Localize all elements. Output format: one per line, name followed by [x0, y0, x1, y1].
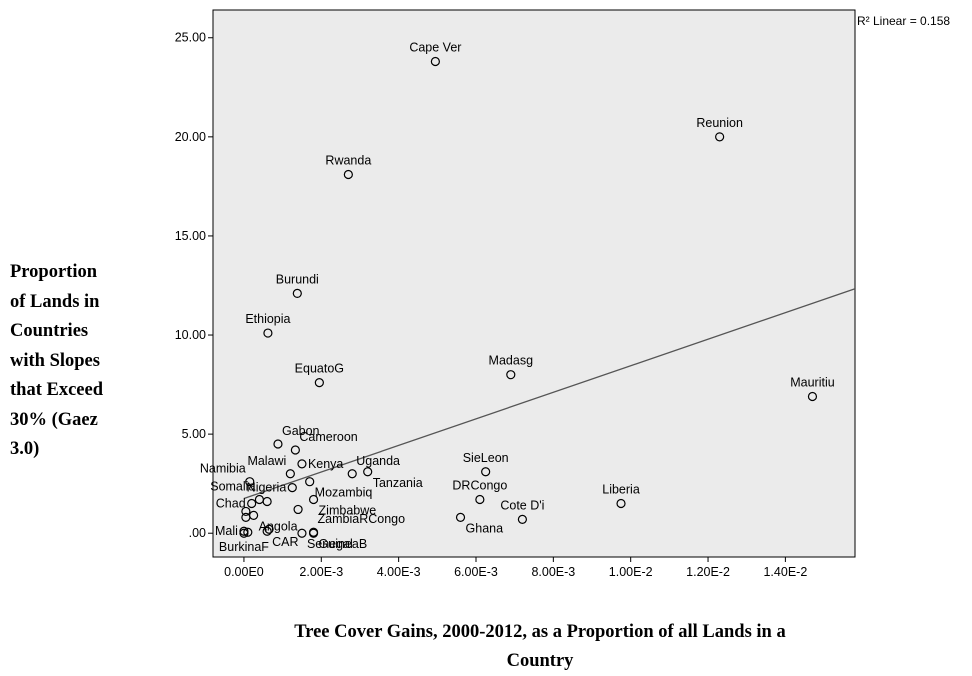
- point-label: Mali: [215, 524, 238, 538]
- data-point: [475, 494, 485, 505]
- point-label: Burundi: [276, 272, 319, 286]
- y-tick-label: 5.00: [182, 427, 206, 441]
- data-point: [262, 526, 272, 536]
- y-axis-title-line: of Lands in: [10, 291, 100, 312]
- data-point: [263, 328, 273, 338]
- point-label: Tanzania: [373, 476, 423, 490]
- x-axis-title-line: Country: [506, 651, 574, 671]
- point-label: CAR: [272, 535, 298, 549]
- data-point: [305, 477, 315, 487]
- y-tick-label: 15.00: [175, 229, 206, 243]
- point-label: Kenya: [308, 457, 343, 471]
- point-label: SieLeon: [463, 451, 509, 465]
- point-label: Ethiopia: [245, 312, 290, 326]
- point-label: Chad: [216, 496, 246, 510]
- point-label: Reunion: [696, 116, 743, 130]
- x-tick-label: 1.40E-2: [763, 565, 807, 579]
- y-axis-title-line: that Exceed: [10, 380, 103, 400]
- point-label: Mauritiu: [790, 375, 835, 389]
- x-tick-label: 2.00E-3: [299, 565, 343, 579]
- point-label: Cape Ver: [409, 41, 461, 55]
- data-point: [517, 514, 527, 524]
- point-label: Zimbabwe: [319, 504, 377, 518]
- x-tick-label: 8.00E-3: [531, 565, 575, 579]
- x-tick-label: 0.00E0: [224, 565, 264, 579]
- y-tick-label: 25.00: [175, 31, 206, 45]
- x-tick-label: 4.00E-3: [377, 565, 421, 579]
- data-point: [363, 467, 373, 477]
- data-point: [285, 469, 295, 479]
- data-point: [715, 132, 725, 142]
- point-label: Liberia: [602, 482, 640, 496]
- data-point: [241, 512, 251, 522]
- point-label: Mozambiq: [315, 486, 373, 500]
- point-label: Nigeria: [247, 481, 287, 495]
- y-axis-title: Proportion of Lands in Countries with Sl…: [10, 258, 160, 465]
- y-axis-title-line: 30% (Gaez: [10, 409, 98, 430]
- data-point: [481, 467, 491, 477]
- data-point: [297, 459, 307, 469]
- y-axis-title-line: with Slopes: [10, 350, 100, 371]
- point-label: Malawi: [247, 454, 286, 468]
- point-label: Cameroon: [299, 430, 357, 444]
- point-label: DRCongo: [452, 479, 507, 493]
- point-label: Namibia: [200, 462, 246, 476]
- point-label: Angola: [259, 519, 298, 533]
- data-point: [290, 445, 300, 455]
- point-label: GuineaB: [319, 537, 368, 551]
- plot-area: [212, 9, 856, 558]
- point-label: Uganda: [356, 454, 400, 468]
- x-tick-label: 6.00E-3: [454, 565, 498, 579]
- data-point: [243, 527, 253, 537]
- point-label: Senegal: [307, 537, 353, 551]
- y-tick-label: 10.00: [175, 328, 206, 342]
- y-axis-title-line: Proportion: [10, 262, 98, 282]
- point-label: Madasg: [489, 354, 534, 368]
- data-point: [293, 504, 303, 515]
- data-point: [430, 56, 440, 67]
- data-point: [245, 477, 255, 487]
- data-point: [347, 469, 357, 479]
- data-point: [455, 512, 466, 522]
- point-label: Rwanda: [325, 153, 371, 167]
- data-point: [241, 506, 251, 517]
- data-point: [239, 528, 249, 538]
- fit-line-label: R² Linear = 0.158: [857, 14, 950, 28]
- data-point: [314, 377, 324, 388]
- data-point: [264, 524, 274, 534]
- data-point: [247, 498, 257, 509]
- data-point: [343, 169, 353, 180]
- y-tick-label: .00: [189, 526, 206, 540]
- x-axis-title: Tree Cover Gains, 2000-2012, as a Propor…: [160, 618, 920, 676]
- data-point: [273, 439, 283, 449]
- data-point: [297, 528, 307, 538]
- data-point: [506, 370, 516, 380]
- x-tick-label: 1.00E-2: [609, 565, 653, 579]
- y-tick-label: 20.00: [175, 130, 206, 144]
- y-axis-title-line: Countries: [10, 321, 89, 341]
- data-point: [292, 288, 302, 299]
- data-point: [308, 494, 319, 505]
- y-axis-title-line: 3.0): [10, 439, 40, 459]
- x-axis-title-line: Tree Cover Gains, 2000-2012, as a Propor…: [294, 622, 786, 642]
- x-tick-label: 1.20E-2: [686, 565, 730, 579]
- data-point: [308, 528, 319, 538]
- point-label: Somalia: [210, 480, 255, 494]
- data-point: [262, 496, 272, 507]
- data-point: [807, 391, 818, 402]
- point-label: Gabon: [282, 424, 320, 438]
- point-label: Ghana: [466, 521, 504, 535]
- point-label: BurkinaF: [219, 540, 269, 554]
- point-label: Cote D'i: [500, 498, 544, 512]
- data-point: [287, 483, 297, 493]
- fit-line: [243, 288, 856, 500]
- point-label: EquatoG: [295, 362, 344, 376]
- data-point: [616, 498, 626, 509]
- point-label: ZambiaRCongo: [318, 512, 406, 526]
